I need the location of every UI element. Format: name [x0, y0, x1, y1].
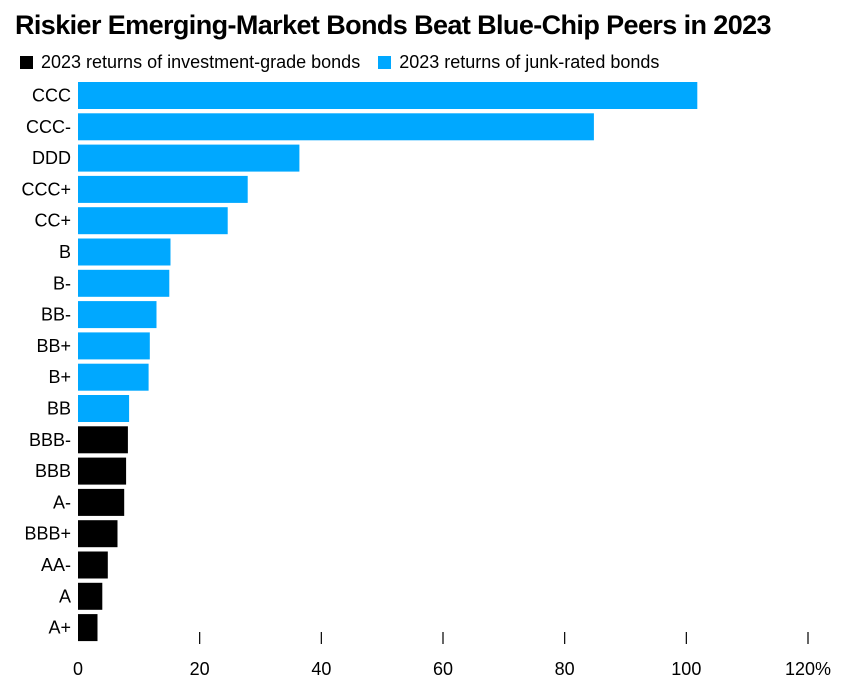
bar-b-minus	[78, 269, 170, 297]
category-label-a: A	[59, 586, 71, 606]
bar-ddd	[78, 144, 300, 172]
bars-group	[78, 82, 698, 642]
bar-bb-plus	[78, 332, 150, 360]
category-label-bbb: BBB	[35, 461, 71, 481]
legend-swatch-investment-grade	[20, 56, 33, 69]
legend-label-junk: 2023 returns of junk-rated bonds	[399, 52, 660, 72]
legend-item-junk: 2023 returns of junk-rated bonds	[378, 52, 659, 73]
bar-bbb	[78, 457, 127, 485]
bar-bb	[78, 395, 130, 422]
bar-b	[78, 238, 171, 266]
category-label-ccc-plus: CCC+	[21, 179, 71, 199]
legend-swatch-junk	[378, 56, 392, 69]
category-label-b-minus: B-	[53, 273, 71, 293]
tick-label-20: 20	[190, 659, 210, 679]
tick-label-80: 80	[555, 659, 575, 679]
legend-label-investment-grade: 2023 returns of investment-grade bonds	[41, 52, 361, 72]
bar-bb-minus	[78, 301, 157, 329]
bar-bbb-plus	[78, 520, 118, 548]
bar-ccc-plus	[78, 175, 248, 203]
category-label-cc-plus: CC+	[34, 211, 71, 231]
bar-aa-minus	[78, 551, 108, 579]
bar-a-plus	[78, 614, 98, 642]
category-label-ddd: DDD	[32, 148, 71, 168]
category-label-bb-minus: BB-	[41, 305, 71, 325]
category-label-ccc: CCC	[32, 86, 71, 106]
legend-item-investment-grade: 2023 returns of investment-grade bonds	[20, 52, 360, 73]
bar-b-plus	[78, 363, 149, 391]
bar-bbb-minus	[78, 426, 128, 454]
category-label-bbb-plus: BBB+	[24, 524, 71, 544]
x-axis: 0 20 40 60 80 100 120%	[73, 632, 831, 679]
tick-label-40: 40	[311, 659, 331, 679]
bar-a-minus	[78, 488, 125, 516]
category-label-a-minus: A-	[53, 492, 71, 512]
legend: 2023 returns of investment-grade bonds 2…	[20, 52, 677, 73]
category-label-bb-plus: BB+	[36, 336, 71, 356]
category-label-a-plus: A+	[48, 618, 71, 638]
bar-ccc	[78, 82, 698, 109]
tick-label-60: 60	[433, 659, 453, 679]
bar-a	[78, 582, 103, 610]
category-labels: CCCCCC-DDDCCC+CC+BB-BB-BB+B+BBBBB-BBBA-B…	[21, 86, 71, 638]
tick-label-120: 120%	[785, 659, 831, 679]
category-label-aa-minus: AA-	[41, 555, 71, 575]
chart-title: Riskier Emerging-Market Bonds Beat Blue-…	[15, 10, 772, 40]
category-label-bb: BB	[47, 399, 71, 419]
category-label-ccc-minus: CCC-	[26, 117, 71, 137]
tick-label-0: 0	[73, 659, 83, 679]
category-label-b: B	[59, 242, 71, 262]
bar-ccc-minus	[78, 113, 594, 141]
category-label-b-plus: B+	[48, 367, 71, 387]
bar-cc-plus	[78, 207, 228, 235]
tick-label-100: 100	[671, 659, 701, 679]
category-label-bbb-minus: BBB-	[29, 430, 71, 450]
